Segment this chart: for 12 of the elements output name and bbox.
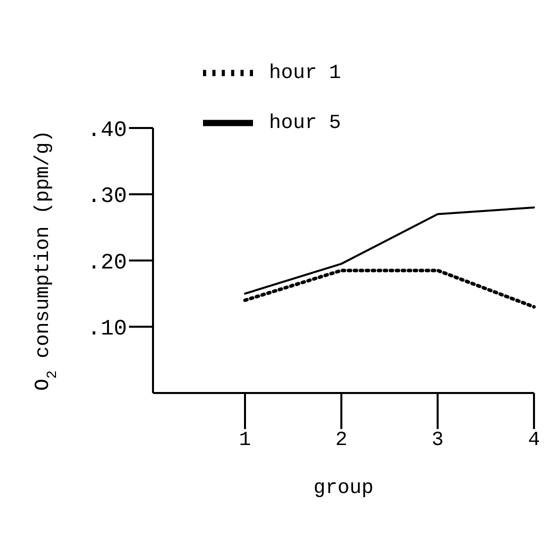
legend-label: hour 5: [269, 112, 342, 136]
x-tick-label: 4: [528, 429, 540, 452]
y-tick-label: .10: [87, 316, 127, 342]
x-tick-label: 2: [335, 429, 348, 452]
x-tick-label: 1: [238, 429, 252, 452]
y-tick-label: .20: [87, 250, 127, 276]
y-tick-label: .40: [87, 118, 127, 143]
x-tick-label: 3: [432, 429, 444, 452]
line-series: [244, 206, 535, 295]
y-tick-label: .30: [87, 184, 127, 210]
x-axis-title: group: [313, 477, 374, 500]
legend-label: hour 1: [269, 62, 342, 86]
